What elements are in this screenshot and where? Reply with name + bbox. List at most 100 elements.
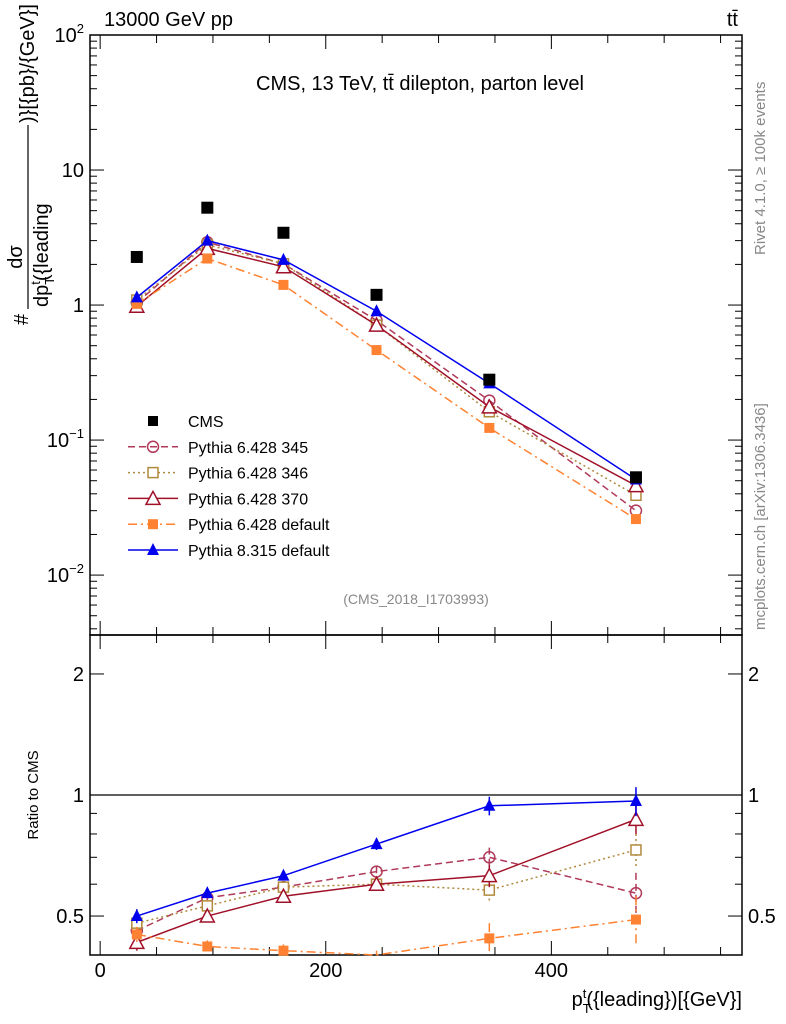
ratio-point	[130, 909, 143, 922]
series-pythia-6-428-370	[128, 239, 645, 493]
ylabel-denominator: dpTt({leading	[28, 203, 57, 307]
x-tick-label: 0	[95, 960, 106, 982]
data-point	[370, 304, 383, 317]
legend-label: Pythia 6.428 default	[188, 517, 330, 534]
legend-marker	[148, 519, 158, 530]
ratio-y-tick-label: 2	[73, 664, 84, 686]
x-tick-label: 400	[535, 960, 568, 982]
data-point	[483, 373, 496, 386]
legend-item: Pythia 6.428 346	[128, 466, 308, 483]
legend-item: Pythia 6.428 default	[128, 517, 330, 534]
data-point	[481, 398, 498, 414]
ratio-point	[368, 875, 385, 891]
ratio-point	[275, 887, 292, 903]
ratio-series-pythia-6-428-370	[128, 805, 645, 951]
ratio-point	[128, 933, 146, 950]
ratio-y-tick-label: 0.5	[748, 906, 776, 928]
ratio-point	[483, 851, 496, 864]
series-pythia-6-428-346	[131, 239, 642, 502]
ylabel-prefix: #	[11, 313, 33, 325]
y-tick-label: 102	[55, 21, 84, 47]
ratio-point	[201, 886, 214, 899]
ratio-line	[136, 918, 637, 956]
data-point	[484, 422, 495, 433]
process-label: tt̄	[727, 9, 739, 31]
ratio-line	[136, 800, 636, 917]
data-point	[370, 288, 383, 301]
ratio-y-tick-label: 1	[748, 785, 759, 807]
ratio-point	[630, 914, 641, 925]
y-tick-label: 10	[62, 160, 84, 182]
legend-label: Pythia 8.315 default	[188, 543, 330, 560]
legend-label: CMS	[188, 414, 224, 431]
ratio-series-pythia-6-428-default	[131, 896, 641, 956]
ratio-point	[629, 794, 642, 807]
series-line	[136, 244, 637, 496]
legend-item: CMS	[148, 414, 224, 431]
legend-label: Pythia 6.428 346	[188, 466, 308, 483]
data-point	[277, 252, 290, 265]
ratio-point	[277, 868, 290, 881]
series-line	[136, 241, 637, 512]
ratio-series-pythia-8-315-default	[130, 787, 642, 924]
ratio-point	[278, 945, 289, 956]
data-point	[629, 471, 642, 484]
legend-marker	[148, 416, 158, 426]
legend-marker	[146, 440, 160, 454]
legend: CMS Pythia 6.428 345 Pythia 6.428 346 Pythi…	[128, 414, 330, 560]
legend-label: Pythia 6.428 370	[188, 491, 308, 508]
ylabel-numerator: dσ	[5, 245, 27, 269]
data-point	[371, 345, 382, 356]
legend-item: Pythia 8.315 default	[128, 543, 330, 560]
y-tick-label: 1	[73, 295, 84, 317]
series-line	[136, 239, 637, 481]
data-point	[275, 258, 292, 274]
data-point	[131, 298, 142, 309]
side-label-site: mcplots.cern.ch [arXiv:1306.3436]	[752, 403, 769, 630]
y-tick-label: 10−1	[47, 426, 84, 452]
ratio-line	[136, 849, 637, 924]
legend-marker	[147, 543, 159, 555]
data-point	[630, 514, 641, 525]
main-y-axis-label: # dσ dpTt({leading )}[{pb}/{GeV}]	[5, 4, 57, 325]
ratio-point	[131, 929, 142, 940]
data-point	[201, 233, 214, 246]
side-label-rivet: Rivet 4.1.0, ≥ 100k events	[752, 82, 769, 255]
legend-item: Pythia 6.428 370	[128, 489, 308, 508]
data-point	[202, 253, 213, 264]
legend-marker	[147, 466, 159, 479]
ratio-point	[202, 941, 213, 952]
x-axis-label: pTt({leading})[{GeV}]	[572, 986, 742, 1016]
ratio-point	[483, 798, 496, 811]
ratio-point	[370, 837, 383, 850]
data-point	[130, 290, 143, 303]
data-point	[627, 477, 645, 493]
series-cms	[130, 201, 642, 484]
legend-label: Pythia 6.428 345	[188, 440, 308, 457]
legend-marker	[144, 489, 162, 506]
legend-item: Pythia 6.428 345	[128, 440, 308, 457]
plot-area: 102 10 1 10−1 10−2 0 200 400 2 2 1 1 0.5 0.5 CMS Pythia…	[47, 21, 776, 982]
analysis-id: (CMS_2018_I1703993)	[343, 591, 489, 607]
ratio-y-tick-label: 2	[748, 664, 759, 686]
beam-label: 13000 GeV pp	[104, 9, 233, 31]
data-point	[368, 316, 385, 332]
ratio-line	[136, 818, 637, 944]
ratio-point	[199, 907, 216, 923]
ratio-point	[627, 810, 645, 827]
ratio-point	[484, 933, 495, 944]
data-point	[277, 226, 290, 239]
ratio-y-axis-label: Ratio to CMS	[25, 750, 42, 839]
ratio-y-tick-label: 0.5	[56, 906, 84, 928]
x-tick-label: 200	[309, 960, 342, 982]
series-line	[136, 257, 637, 520]
ratio-y-tick-label: 1	[73, 785, 84, 807]
y-tick-label: 10−2	[47, 561, 84, 587]
ylabel-suffix: )}[{pb}/{GeV}]	[17, 4, 39, 123]
plot-title: CMS, 13 TeV, tt̄ dilepton, parton level	[256, 73, 584, 95]
data-point	[278, 279, 289, 290]
data-point	[130, 250, 143, 263]
ratio-line	[136, 856, 637, 932]
series-line	[136, 247, 637, 487]
